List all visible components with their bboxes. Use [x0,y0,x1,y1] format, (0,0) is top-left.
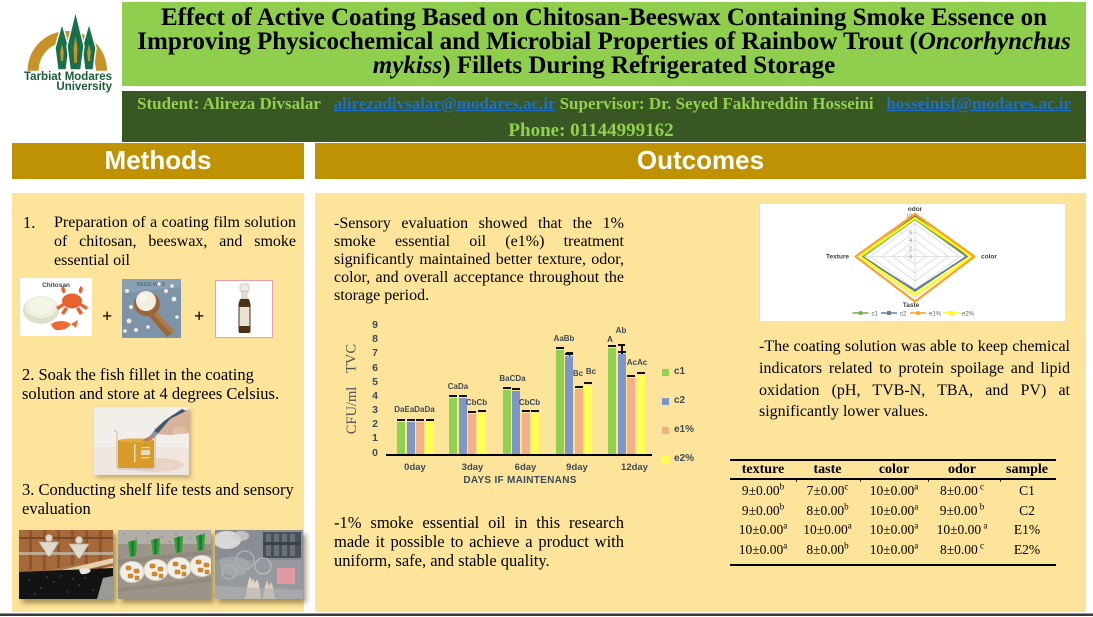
svg-text:c2: c2 [900,312,907,318]
svg-text:6: 6 [909,230,912,236]
svg-text:e2%: e2% [962,312,975,318]
svg-text:c1: c1 [872,312,879,318]
svg-text:Chitosan: Chitosan [42,282,70,289]
svg-text:4: 4 [909,238,912,244]
svg-text:e1%: e1% [929,312,942,318]
svg-text:10: 10 [906,214,912,220]
svg-text:Taste: Taste [903,302,920,309]
svg-text:University: University [56,81,112,93]
svg-text:color: color [981,254,997,261]
svg-text:Texture: Texture [826,254,849,261]
svg-text:2: 2 [909,246,912,252]
svg-text:0: 0 [909,255,912,261]
svg-text:Tarbiat Modares: Tarbiat Modares [24,71,112,83]
svg-text:BEES WAX: BEES WAX [137,282,166,288]
svg-text:odor: odor [908,206,923,213]
